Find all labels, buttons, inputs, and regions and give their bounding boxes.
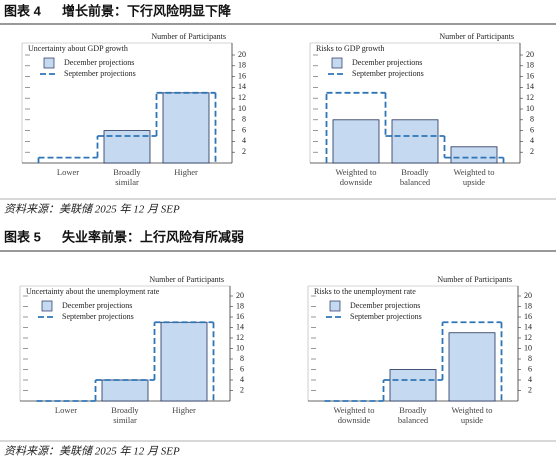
legend-label: December projections [62, 301, 132, 310]
y-tick-label: 12 [524, 333, 532, 342]
x-tick-label: Weighted to downside [333, 405, 374, 425]
y-tick-label: 8 [528, 354, 532, 363]
y-axis-label: Number of Participants [439, 32, 514, 41]
y-tick-label: 10 [238, 104, 246, 113]
legend-swatch [43, 57, 55, 69]
y-tick-label: 14 [236, 322, 244, 331]
bar [101, 379, 149, 402]
x-tick-label: Broadly balanced [400, 167, 431, 187]
y-tick-label: 14 [524, 322, 532, 331]
chart-title: Risks to GDP growth [316, 44, 384, 53]
y-axis-label: Number of Participants [151, 32, 226, 41]
y-tick-label: 20 [236, 291, 244, 300]
y-tick-label: 2 [240, 385, 244, 394]
y-axis-label: Number of Participants [149, 275, 224, 284]
y-tick-label: 4 [240, 375, 244, 384]
y-tick-label: 8 [240, 354, 244, 363]
y-tick-label: 14 [238, 82, 246, 91]
x-tick-label: Higher [172, 405, 196, 415]
legend-label: September projections [62, 312, 134, 321]
figure-label: 图表 4 [4, 3, 42, 18]
y-tick-label: 12 [238, 93, 246, 102]
y-tick-label: 10 [236, 343, 244, 352]
y-tick-label: 14 [526, 82, 534, 91]
legend-swatch [329, 300, 341, 312]
bar [450, 146, 498, 164]
y-tick-label: 16 [236, 312, 244, 321]
chart-title: Uncertainty about GDP growth [28, 44, 128, 53]
y-tick-label: 18 [238, 61, 246, 70]
y-axis-label: Number of Participants [437, 275, 512, 284]
x-tick-label: Weighted to upside [453, 167, 494, 187]
figure-source: 资料来源：美联储 2025 年 12 月 SEP [4, 445, 180, 458]
y-tick-label: 4 [242, 136, 246, 145]
y-tick-label: 6 [528, 364, 532, 373]
y-tick-label: 16 [238, 71, 246, 80]
y-tick-label: 4 [528, 375, 532, 384]
x-tick-label: Broadly similar [113, 167, 141, 187]
x-tick-label: Weighted to upside [451, 405, 492, 425]
legend-swatch [41, 300, 53, 312]
figure-source: 资料来源：美联储 2025 年 12 月 SEP [4, 203, 180, 216]
bar [448, 332, 496, 402]
chart-title: Risks to the unemployment rate [314, 287, 416, 296]
y-tick-label: 8 [242, 115, 246, 124]
y-tick-label: 6 [530, 125, 534, 134]
x-tick-label: Broadly balanced [398, 405, 429, 425]
legend-label: September projections [350, 312, 422, 321]
y-tick-label: 16 [526, 71, 534, 80]
legend-label: September projections [64, 69, 136, 78]
y-tick-label: 2 [530, 147, 534, 156]
legend-swatch [331, 57, 343, 69]
y-tick-label: 10 [524, 343, 532, 352]
y-tick-label: 18 [236, 301, 244, 310]
figure-label: 图表 5 [4, 229, 41, 244]
y-tick-label: 10 [526, 104, 534, 113]
y-tick-label: 16 [524, 312, 532, 321]
bar [160, 321, 208, 402]
x-tick-label: Weighted to downside [335, 167, 376, 187]
y-tick-label: 20 [526, 50, 534, 59]
y-tick-label: 2 [528, 385, 532, 394]
y-tick-label: 4 [530, 136, 534, 145]
y-tick-label: 18 [524, 301, 532, 310]
y-tick-label: 18 [526, 61, 534, 70]
x-tick-label: Higher [174, 167, 198, 177]
y-tick-label: 2 [242, 147, 246, 156]
bar [391, 119, 439, 164]
y-tick-label: 8 [530, 115, 534, 124]
x-tick-label: Lower [57, 167, 79, 177]
x-tick-label: Broadly similar [111, 405, 139, 425]
figure-title: 失业率前景：上行风险有所减弱 [62, 229, 244, 244]
bar [389, 369, 437, 402]
y-tick-label: 12 [236, 333, 244, 342]
bar [162, 92, 210, 164]
chart-title: Uncertainty about the unemployment rate [26, 287, 160, 296]
legend-label: December projections [352, 58, 422, 67]
legend-label: December projections [64, 58, 134, 67]
y-tick-label: 12 [526, 93, 534, 102]
legend-label: December projections [350, 301, 420, 310]
y-tick-label: 20 [524, 291, 532, 300]
bar [332, 119, 380, 164]
figure-title: 增长前景：下行风险明显下降 [62, 3, 232, 18]
y-tick-label: 6 [242, 125, 246, 134]
y-tick-label: 20 [238, 50, 246, 59]
y-tick-label: 6 [240, 364, 244, 373]
legend-label: September projections [352, 69, 424, 78]
x-tick-label: Lower [55, 405, 77, 415]
